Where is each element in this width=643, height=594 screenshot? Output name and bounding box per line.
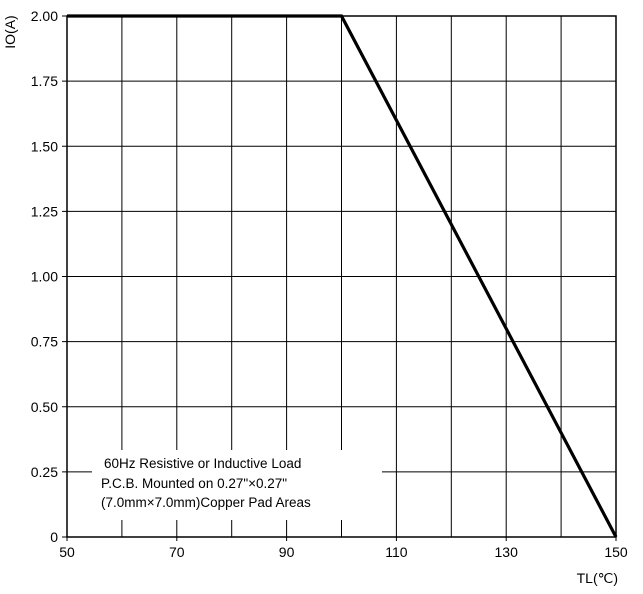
annotation-background	[92, 450, 382, 520]
x-tick-label: 50	[59, 544, 75, 560]
x-tick-label: 110	[385, 544, 408, 560]
x-axis-label: TL(℃)	[577, 570, 618, 586]
chart-grid	[67, 16, 616, 537]
series-layer	[67, 14, 618, 538]
annotation-box: 60Hz Resistive or Inductive Load P.C.B. …	[92, 450, 382, 520]
annotation-line-2: P.C.B. Mounted on 0.27"×0.27"	[101, 476, 287, 491]
y-tick-label: 1.25	[31, 203, 58, 219]
y-tick-label: 0	[50, 529, 58, 545]
y-tick-label: 0.50	[31, 399, 58, 415]
y-tick-label: 0.75	[31, 334, 58, 350]
annotation-line-1: 60Hz Resistive or Inductive Load	[104, 456, 301, 471]
y-axis-ticks: 0 0.25 0.50 0.75 1.00 1.25 1.50 1.75 2.00	[31, 8, 67, 545]
y-tick-label: 1.50	[31, 138, 58, 154]
x-tick-label: 130	[495, 544, 519, 560]
series-line-0	[67, 14, 618, 538]
x-tick-label: 90	[279, 544, 295, 560]
y-tick-label: 2.00	[31, 8, 58, 24]
y-tick-label: 1.75	[31, 73, 58, 89]
y-axis-label: IO(A)	[2, 15, 18, 48]
y-tick-label: 1.00	[31, 269, 58, 285]
x-tick-label: 150	[604, 544, 628, 560]
x-tick-label: 70	[169, 544, 185, 560]
y-tick-label: 0.25	[31, 464, 58, 480]
x-axis-ticks: 50 70 90 110 130 150	[59, 537, 628, 560]
annotation-line-3: (7.0mm×7.0mm)Copper Pad Areas	[101, 495, 311, 510]
